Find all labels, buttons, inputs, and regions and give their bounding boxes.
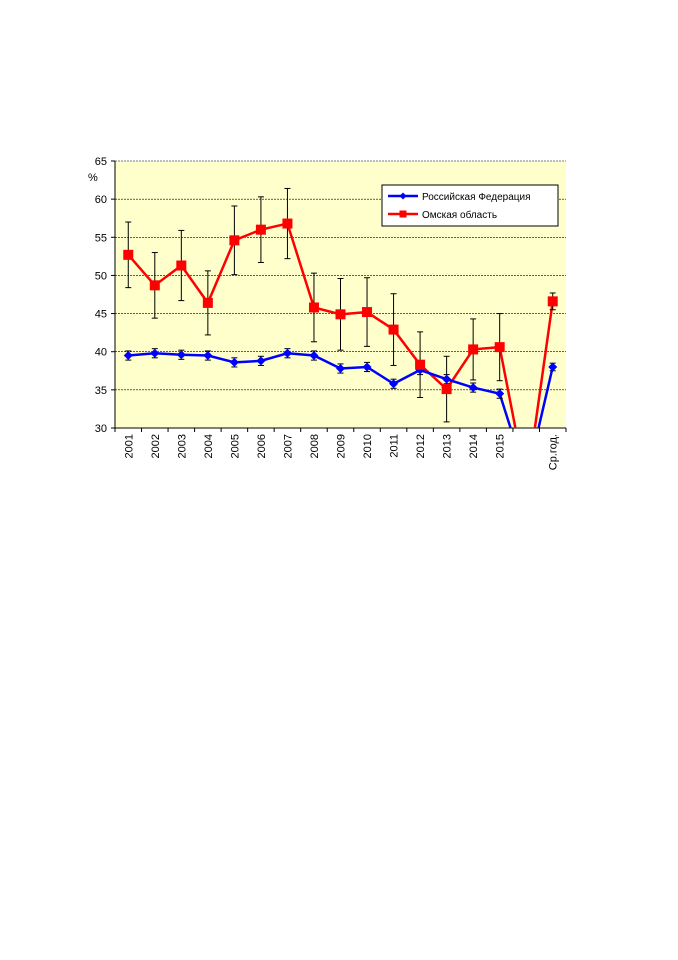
x-tick-label: 2005 [229, 434, 241, 458]
x-tick-labels: 2001 2002 2003 2004 2005 2006 2007 2008 2009 2010… [123, 434, 559, 470]
x-tick-label: 2003 [176, 434, 188, 458]
data-point-diamond [468, 383, 478, 393]
data-point-diamond [548, 362, 558, 372]
data-point-diamond [495, 389, 505, 399]
data-point-diamond [282, 348, 292, 358]
series-layer [123, 187, 558, 428]
legend-label: Российская Федерация [422, 192, 531, 203]
data-point-diamond [362, 362, 372, 372]
data-point-square [282, 218, 293, 229]
axes [114, 161, 567, 432]
legend-box [381, 184, 559, 227]
data-point-square [468, 344, 479, 355]
x-tick-label: 2002 [150, 434, 162, 458]
x-tick-label: 2008 [309, 434, 321, 458]
x-tick-label: 2001 [123, 434, 135, 458]
x-tick-label: 2013 [442, 434, 454, 458]
data-point-diamond [150, 348, 160, 358]
data-point-diamond [229, 357, 239, 367]
y-tick-label: 60 [95, 194, 107, 206]
y-tick-label: 45 [95, 309, 107, 321]
data-point-diamond [256, 356, 266, 366]
data-point-square [415, 359, 426, 370]
data-point-diamond [336, 363, 345, 373]
series-line-1 [127, 222, 554, 428]
legend-swatch-marker [399, 192, 407, 200]
data-point-square [335, 309, 346, 320]
x-tick-label: 2011 [389, 434, 401, 458]
data-point-square [388, 324, 399, 335]
data-point-square [202, 297, 213, 308]
data-point-square [176, 260, 187, 271]
legend-label: Омская область [422, 209, 497, 221]
y-tick-label: 65 [95, 156, 107, 168]
data-point-square [229, 235, 240, 246]
data-point-square [494, 342, 505, 353]
data-point-diamond [309, 351, 319, 361]
y-tick-label: 35 [95, 385, 107, 397]
data-point-square [308, 302, 319, 313]
x-tick-label: 2004 [203, 434, 215, 458]
data-point-diamond [442, 374, 452, 384]
y-tick-label: 50 [95, 270, 107, 282]
x-tick-label: Ср.год. [548, 434, 560, 470]
y-tick-label: 30 [95, 423, 107, 435]
x-tick-label: 2006 [256, 434, 268, 458]
data-point-diamond [203, 351, 213, 361]
data-point-diamond [389, 379, 399, 389]
data-point-diamond [176, 350, 186, 360]
x-tick-label: 2007 [282, 434, 294, 458]
data-point-square [123, 249, 134, 260]
legend-swatch-marker [399, 210, 407, 218]
data-point-square [255, 224, 266, 235]
y-tick-labels: 30 35 40 45 50 55 60 65 [95, 156, 107, 435]
x-tick-label: 2009 [336, 434, 348, 458]
y-axis-label: % [88, 172, 98, 184]
data-point-square [441, 384, 452, 395]
data-point-square [362, 307, 373, 318]
data-point-square [149, 280, 160, 291]
data-point-square [547, 296, 558, 307]
x-tick-label: 2010 [362, 434, 374, 458]
series-line-0 [128, 351, 554, 428]
x-tick-label: 2015 [495, 434, 507, 458]
y-tick-label: 55 [95, 232, 107, 244]
x-tick-label: 2014 [468, 434, 480, 458]
y-tick-label: 40 [95, 347, 107, 359]
data-point-diamond [123, 351, 133, 361]
x-tick-label: 2012 [415, 434, 427, 458]
legend: Российская Федерация Омская область [381, 184, 559, 227]
